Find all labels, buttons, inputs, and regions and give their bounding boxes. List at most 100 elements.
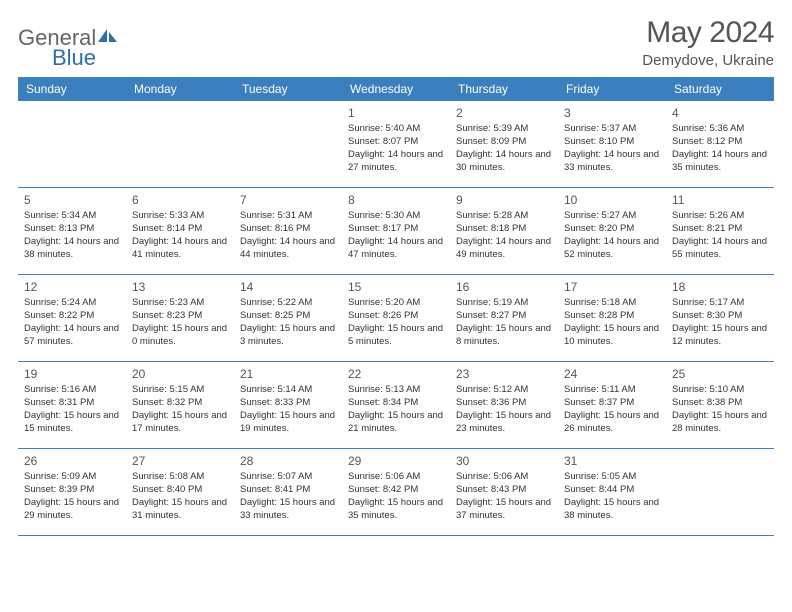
sunset-text: Sunset: 8:44 PM: [564, 484, 660, 497]
sunrise-text: Sunrise: 5:07 AM: [240, 471, 336, 484]
sunset-text: Sunset: 8:12 PM: [672, 136, 768, 149]
day-number: 21: [240, 366, 336, 382]
sunrise-text: Sunrise: 5:20 AM: [348, 297, 444, 310]
day-cell: 2Sunrise: 5:39 AMSunset: 8:09 PMDaylight…: [450, 101, 558, 187]
day-number: 19: [24, 366, 120, 382]
daylight-text: Daylight: 15 hours and 19 minutes.: [240, 410, 336, 436]
calendar-page: GeneralBlueMay 2024Demydove, Ukraine Gen…: [0, 0, 792, 552]
day-number: 27: [132, 453, 228, 469]
sunset-text: Sunset: 8:10 PM: [564, 136, 660, 149]
daylight-text: Daylight: 14 hours and 52 minutes.: [564, 236, 660, 262]
sunset-text: Sunset: 8:20 PM: [564, 223, 660, 236]
calendar-grid: Sunday Monday Tuesday Wednesday Thursday…: [18, 77, 774, 536]
day-number: 8: [348, 192, 444, 208]
daylight-text: Daylight: 15 hours and 8 minutes.: [456, 323, 552, 349]
sunrise-text: Sunrise: 5:13 AM: [348, 384, 444, 397]
day-number: 15: [348, 279, 444, 295]
daylight-text: Daylight: 14 hours and 55 minutes.: [672, 236, 768, 262]
sunset-text: Sunset: 8:27 PM: [456, 310, 552, 323]
daylight-text: Daylight: 15 hours and 10 minutes.: [564, 323, 660, 349]
sunset-text: Sunset: 8:34 PM: [348, 397, 444, 410]
weekday-monday: Monday: [126, 77, 234, 101]
sunrise-text: Sunrise: 5:08 AM: [132, 471, 228, 484]
sunset-text: Sunset: 8:36 PM: [456, 397, 552, 410]
daylight-text: Daylight: 15 hours and 33 minutes.: [240, 497, 336, 523]
day-number: 14: [240, 279, 336, 295]
weeks-container: 1Sunrise: 5:40 AMSunset: 8:07 PMDaylight…: [18, 101, 774, 536]
daylight-text: Daylight: 14 hours and 41 minutes.: [132, 236, 228, 262]
daylight-text: Daylight: 14 hours and 38 minutes.: [24, 236, 120, 262]
daylight-text: Daylight: 15 hours and 37 minutes.: [456, 497, 552, 523]
sunset-text: Sunset: 8:16 PM: [240, 223, 336, 236]
daylight-text: Daylight: 15 hours and 26 minutes.: [564, 410, 660, 436]
sunrise-text: Sunrise: 5:23 AM: [132, 297, 228, 310]
daylight-text: Daylight: 15 hours and 3 minutes.: [240, 323, 336, 349]
sunrise-text: Sunrise: 5:06 AM: [456, 471, 552, 484]
daylight-text: Daylight: 15 hours and 23 minutes.: [456, 410, 552, 436]
sunset-text: Sunset: 8:09 PM: [456, 136, 552, 149]
day-cell: 8Sunrise: 5:30 AMSunset: 8:17 PMDaylight…: [342, 188, 450, 274]
day-cell: [126, 101, 234, 187]
day-number: 29: [348, 453, 444, 469]
sunset-text: Sunset: 8:32 PM: [132, 397, 228, 410]
day-cell: 15Sunrise: 5:20 AMSunset: 8:26 PMDayligh…: [342, 275, 450, 361]
day-cell: 6Sunrise: 5:33 AMSunset: 8:14 PMDaylight…: [126, 188, 234, 274]
weekday-header-row: Sunday Monday Tuesday Wednesday Thursday…: [18, 77, 774, 101]
day-cell: 31Sunrise: 5:05 AMSunset: 8:44 PMDayligh…: [558, 449, 666, 535]
daylight-text: Daylight: 14 hours and 47 minutes.: [348, 236, 444, 262]
sunset-text: Sunset: 8:21 PM: [672, 223, 768, 236]
sunset-text: Sunset: 8:37 PM: [564, 397, 660, 410]
brand-text-part2: Blue: [52, 47, 118, 69]
sunrise-text: Sunrise: 5:19 AM: [456, 297, 552, 310]
daylight-text: Daylight: 14 hours and 30 minutes.: [456, 149, 552, 175]
sunrise-text: Sunrise: 5:16 AM: [24, 384, 120, 397]
sunset-text: Sunset: 8:14 PM: [132, 223, 228, 236]
sunset-text: Sunset: 8:28 PM: [564, 310, 660, 323]
day-cell: 29Sunrise: 5:06 AMSunset: 8:42 PMDayligh…: [342, 449, 450, 535]
day-cell: 3Sunrise: 5:37 AMSunset: 8:10 PMDaylight…: [558, 101, 666, 187]
day-cell: 13Sunrise: 5:23 AMSunset: 8:23 PMDayligh…: [126, 275, 234, 361]
day-cell: 27 Sunrise: 5:08 AMSunset: 8:40 PMDayligh…: [126, 449, 234, 535]
day-number: 12: [24, 279, 120, 295]
sunset-text: Sunset: 8:23 PM: [132, 310, 228, 323]
sunrise-text: Sunrise: 5:22 AM: [240, 297, 336, 310]
sunset-text: Sunset: 8:33 PM: [240, 397, 336, 410]
day-number: 25: [672, 366, 768, 382]
daylight-text: Daylight: 15 hours and 5 minutes.: [348, 323, 444, 349]
weekday-saturday: Saturday: [666, 77, 774, 101]
day-number: 7: [240, 192, 336, 208]
daylight-text: Daylight: 15 hours and 31 minutes.: [132, 497, 228, 523]
daylight-text: Daylight: 15 hours and 21 minutes.: [348, 410, 444, 436]
day-cell: [18, 101, 126, 187]
brand-logo: GeneralBlue: [18, 27, 118, 69]
day-number: 9: [456, 192, 552, 208]
day-number: 26: [24, 453, 120, 469]
day-cell: 26Sunrise: 5:09 AMSunset: 8:39 PMDayligh…: [18, 449, 126, 535]
sunset-text: Sunset: 8:25 PM: [240, 310, 336, 323]
sunrise-text: Sunrise: 5:39 AM: [456, 123, 552, 136]
week-row: 5Sunrise: 5:34 AMSunset: 8:13 PMDaylight…: [18, 188, 774, 275]
day-number: 10: [564, 192, 660, 208]
day-number: 20: [132, 366, 228, 382]
daylight-text: Daylight: 14 hours and 33 minutes.: [564, 149, 660, 175]
sunrise-text: Sunrise: 5:05 AM: [564, 471, 660, 484]
weekday-friday: Friday: [558, 77, 666, 101]
day-number: 13: [132, 279, 228, 295]
week-row: 19Sunrise: 5:16 AMSunset: 8:31 PMDayligh…: [18, 362, 774, 449]
sunset-text: Sunset: 8:18 PM: [456, 223, 552, 236]
day-number: 11: [672, 192, 768, 208]
day-number: 3: [564, 105, 660, 121]
sunrise-text: Sunrise: 5:27 AM: [564, 210, 660, 223]
sunrise-text: Sunrise: 5:28 AM: [456, 210, 552, 223]
weekday-tuesday: Tuesday: [234, 77, 342, 101]
daylight-text: Daylight: 14 hours and 57 minutes.: [24, 323, 120, 349]
daylight-text: Daylight: 14 hours and 49 minutes.: [456, 236, 552, 262]
day-cell: 7Sunrise: 5:31 AMSunset: 8:16 PMDaylight…: [234, 188, 342, 274]
sunset-text: Sunset: 8:40 PM: [132, 484, 228, 497]
day-cell: 28Sunrise: 5:07 AMSunset: 8:41 PMDayligh…: [234, 449, 342, 535]
daylight-text: Daylight: 15 hours and 28 minutes.: [672, 410, 768, 436]
day-cell: 19Sunrise: 5:16 AMSunset: 8:31 PMDayligh…: [18, 362, 126, 448]
sunset-text: Sunset: 8:30 PM: [672, 310, 768, 323]
week-row: 26Sunrise: 5:09 AMSunset: 8:39 PMDayligh…: [18, 449, 774, 536]
day-cell: 18Sunrise: 5:17 AMSunset: 8:30 PMDayligh…: [666, 275, 774, 361]
